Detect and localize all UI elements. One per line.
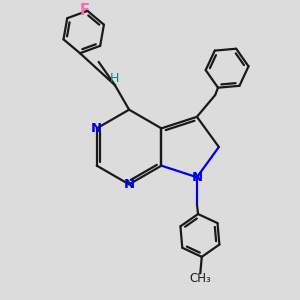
Text: H: H — [110, 72, 120, 85]
Text: F: F — [80, 3, 89, 18]
Text: CH₃: CH₃ — [189, 272, 211, 285]
Text: N: N — [91, 122, 102, 135]
Text: N: N — [124, 178, 135, 191]
Text: N: N — [191, 171, 203, 184]
